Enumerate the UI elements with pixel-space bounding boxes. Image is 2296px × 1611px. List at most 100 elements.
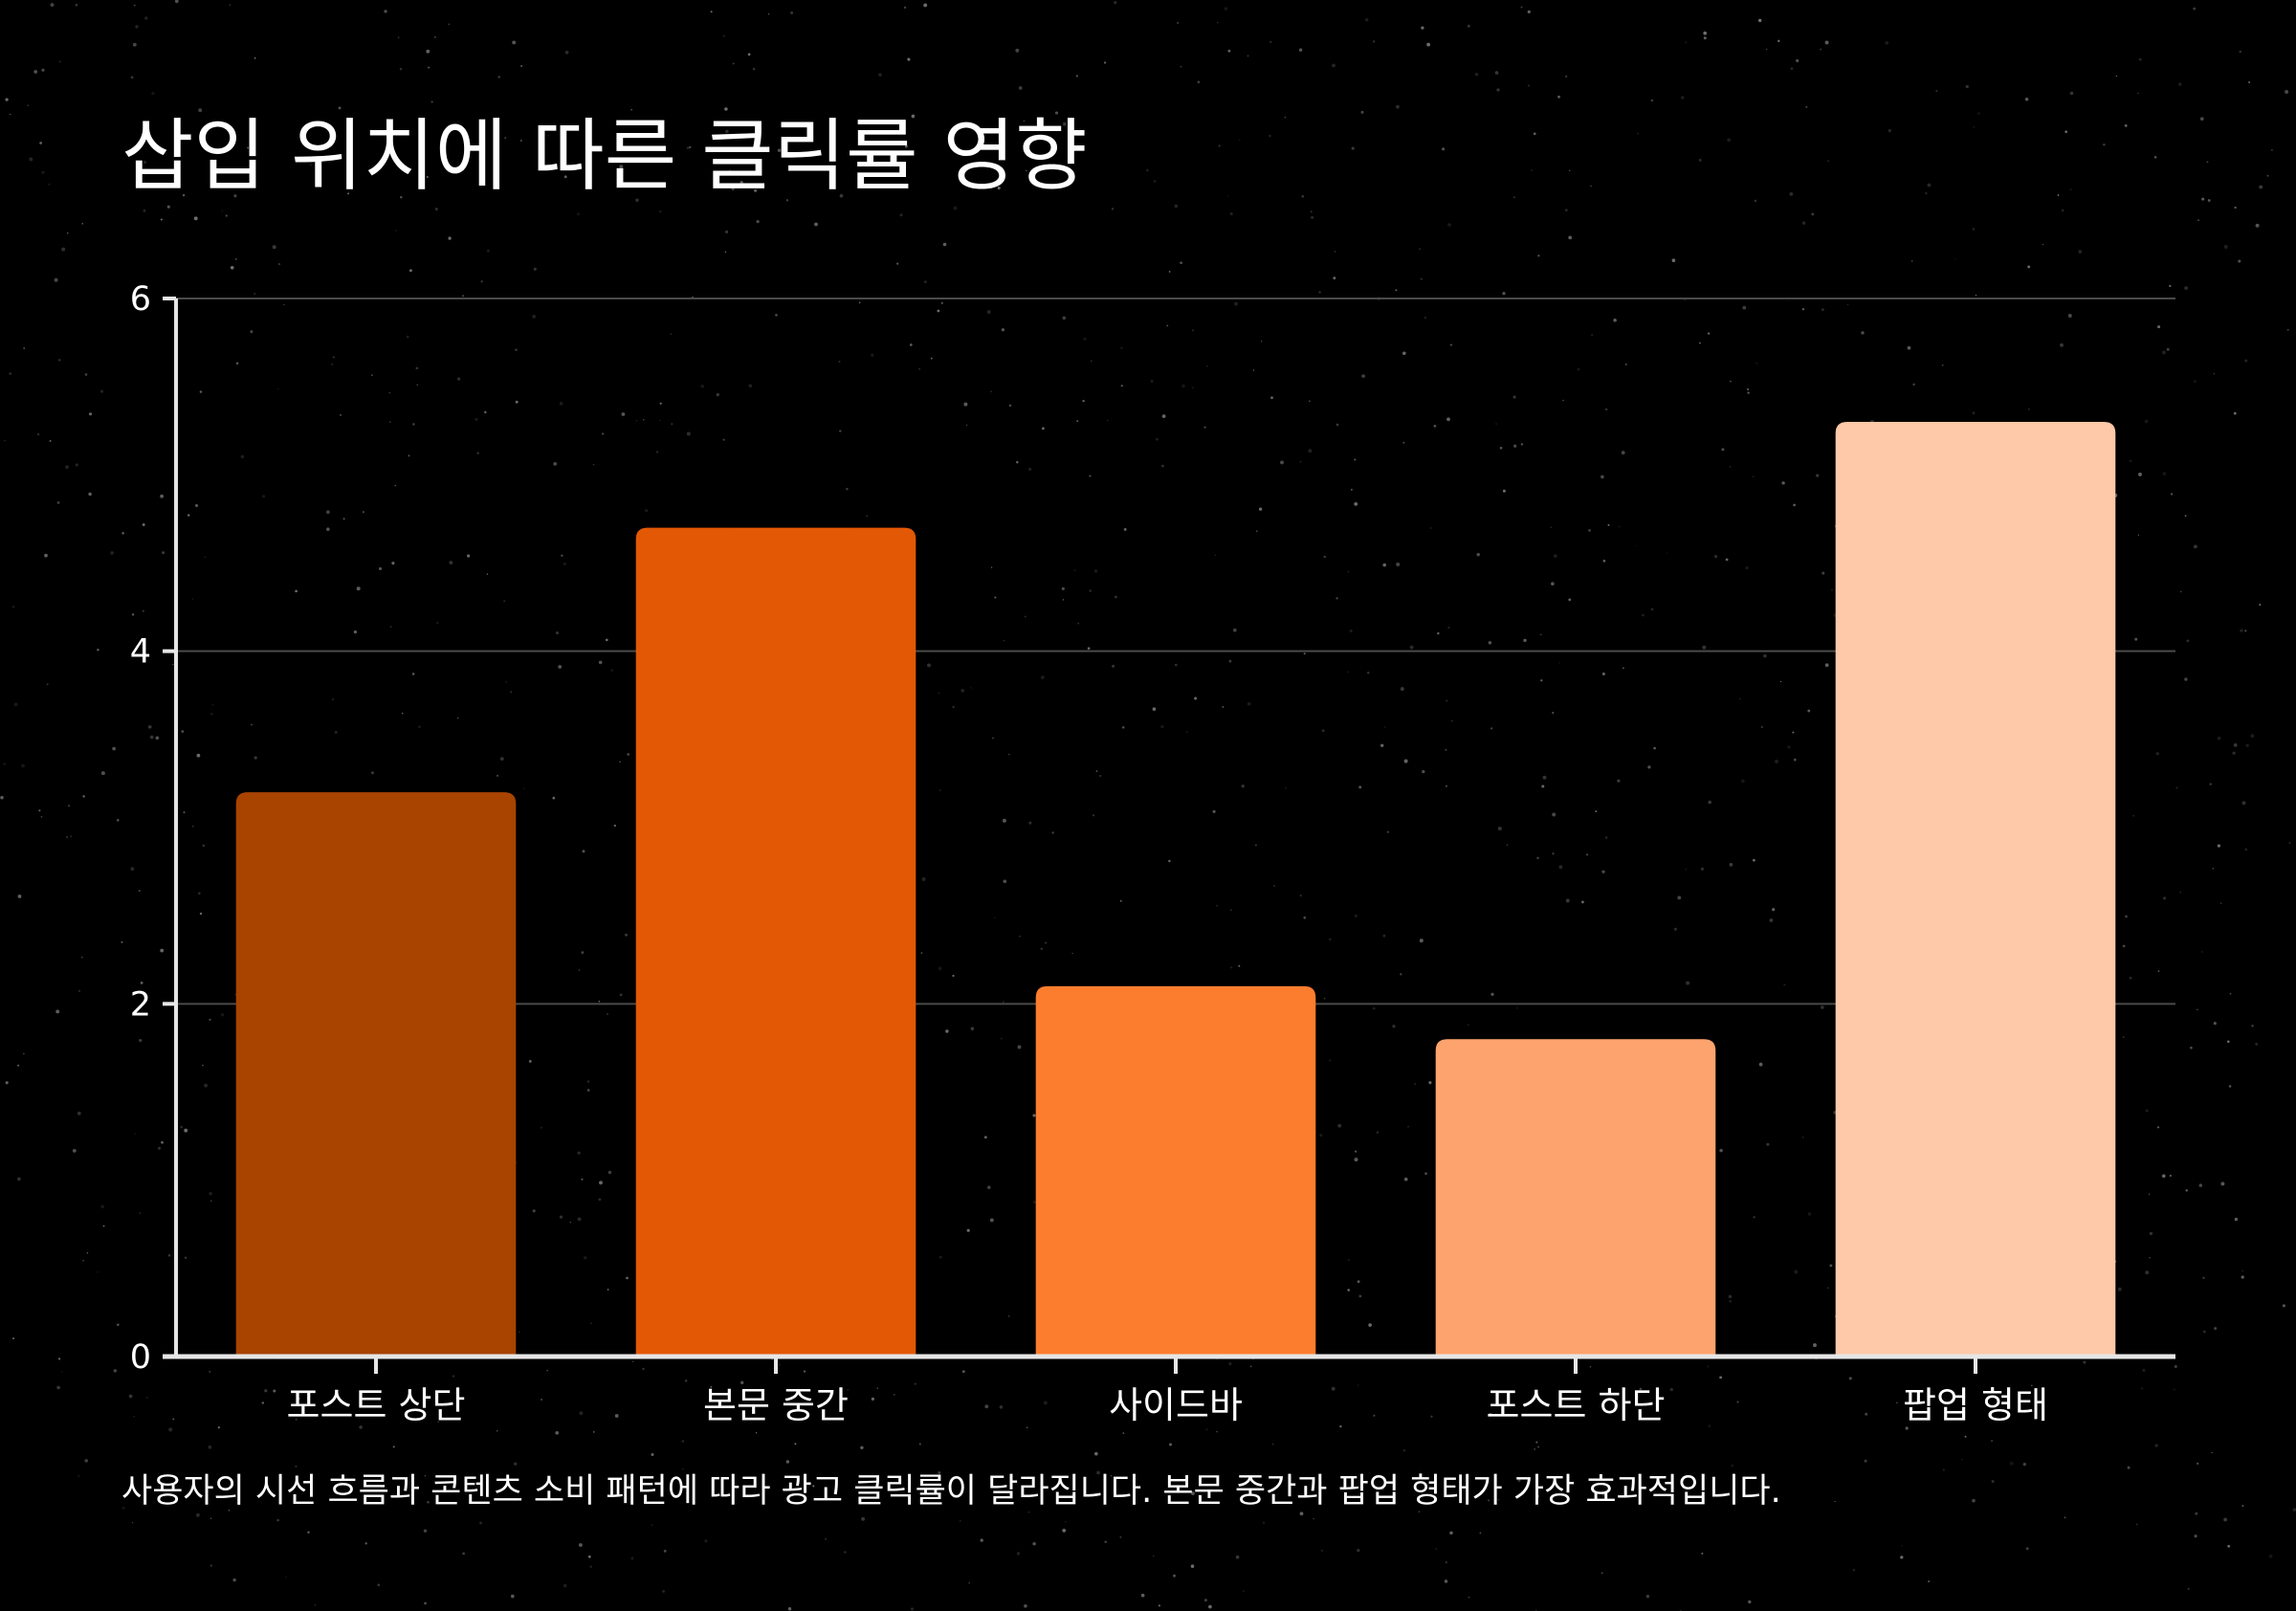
star-dot (1639, 1387, 1643, 1391)
star-dot (1308, 449, 1313, 453)
star-dot (1212, 809, 1216, 813)
star-dot (1249, 1365, 1252, 1368)
star-dot (416, 384, 419, 386)
star-dot (541, 1399, 542, 1401)
star-dot (283, 303, 285, 306)
star-dot (1729, 1299, 1733, 1303)
star-dot (1775, 760, 1778, 763)
star-dot (187, 514, 190, 517)
star-dot (77, 1475, 79, 1477)
star-dot (2060, 342, 2064, 347)
bars (235, 422, 2116, 1357)
star-dot (254, 293, 255, 295)
star-dot (997, 187, 1001, 190)
star-dot (1232, 628, 1237, 632)
star-dot (1747, 391, 1750, 394)
star-dot (11, 606, 15, 608)
star-dot (240, 454, 245, 459)
star-dot (1523, 638, 1527, 643)
star-dot (598, 1198, 602, 1202)
star-dot (2234, 1217, 2239, 1222)
star-dot (590, 1322, 592, 1324)
star-dot (658, 210, 662, 213)
star-dot (563, 1583, 567, 1588)
star-dot (131, 1522, 134, 1524)
star-dot (1036, 1492, 1039, 1495)
star-dot (586, 1080, 590, 1083)
star-dot (1285, 786, 1287, 789)
star-dot (161, 1140, 164, 1144)
star-dot (2175, 786, 2178, 789)
star-dot (172, 1418, 175, 1421)
star-dot (2233, 411, 2237, 415)
star-dot (155, 736, 160, 740)
star-dot (39, 142, 42, 144)
star-dot (1040, 675, 1045, 679)
star-dot (182, 193, 186, 197)
star-dot (586, 1089, 590, 1092)
star-dot (1653, 746, 1656, 750)
star-dot (1745, 566, 1749, 570)
star-dot (264, 1389, 268, 1393)
star-dot (1680, 96, 1685, 99)
star-dot (878, 73, 882, 77)
y-tick-label: 2 (130, 985, 151, 1024)
star-dot (1905, 1426, 1909, 1430)
star-dot (199, 912, 203, 916)
star-dot (66, 836, 69, 839)
star-dot (398, 36, 400, 38)
star-dot (2259, 185, 2263, 189)
star-dot (1284, 116, 1287, 119)
star-dot (2232, 751, 2236, 755)
star-dot (1703, 36, 1707, 40)
star-dot (395, 230, 397, 232)
star-dot (2255, 223, 2260, 228)
star-dot (1303, 652, 1306, 655)
star-dot (2169, 1174, 2172, 1178)
star-dot (1421, 26, 1424, 30)
star-dot (1826, 160, 1830, 163)
x-tick-label: 본문 중간 (703, 1384, 849, 1426)
star-dot (1260, 341, 1263, 342)
star-dot (1769, 918, 1774, 922)
star-dot (462, 295, 464, 298)
star-dot (1001, 328, 1004, 332)
star-dot (1303, 916, 1307, 919)
star-dot (959, 1519, 961, 1523)
star-dot (1753, 858, 1755, 862)
star-dot (55, 1009, 60, 1014)
star-dot (1558, 865, 1563, 870)
star-dot (1028, 821, 1032, 825)
star-dot (41, 68, 45, 72)
star-dot (1562, 399, 1564, 402)
star-dot (790, 11, 794, 14)
star-dot (1174, 204, 1179, 209)
star-dot (1972, 228, 1976, 231)
star-dot (1024, 1603, 1027, 1608)
star-dot (1864, 1459, 1867, 1463)
star-dot (172, 664, 174, 666)
star-dot (1015, 48, 1020, 53)
star-dot (2241, 801, 2246, 806)
star-dot (1542, 775, 1547, 780)
star-dot (1447, 223, 1451, 227)
star-dot (1635, 545, 1637, 547)
star-dot (1848, 1377, 1852, 1380)
star-dot (1364, 18, 1369, 22)
star-dot (377, 1583, 381, 1587)
star-dot (577, 1151, 581, 1155)
star-dot (1093, 569, 1098, 573)
star-dot (986, 310, 991, 315)
star-dot (1071, 1493, 1073, 1496)
star-dot (475, 417, 478, 422)
star-dot (643, 419, 645, 421)
star-dot (1941, 364, 1944, 366)
star-dot (651, 1524, 653, 1527)
star-dot (2250, 734, 2255, 739)
star-dot (642, 1367, 645, 1371)
star-dot (29, 157, 33, 162)
star-dot (1403, 1177, 1408, 1181)
star-dot (1354, 914, 1358, 917)
bar-2 (635, 527, 916, 1357)
star-dot (1000, 1037, 1003, 1040)
